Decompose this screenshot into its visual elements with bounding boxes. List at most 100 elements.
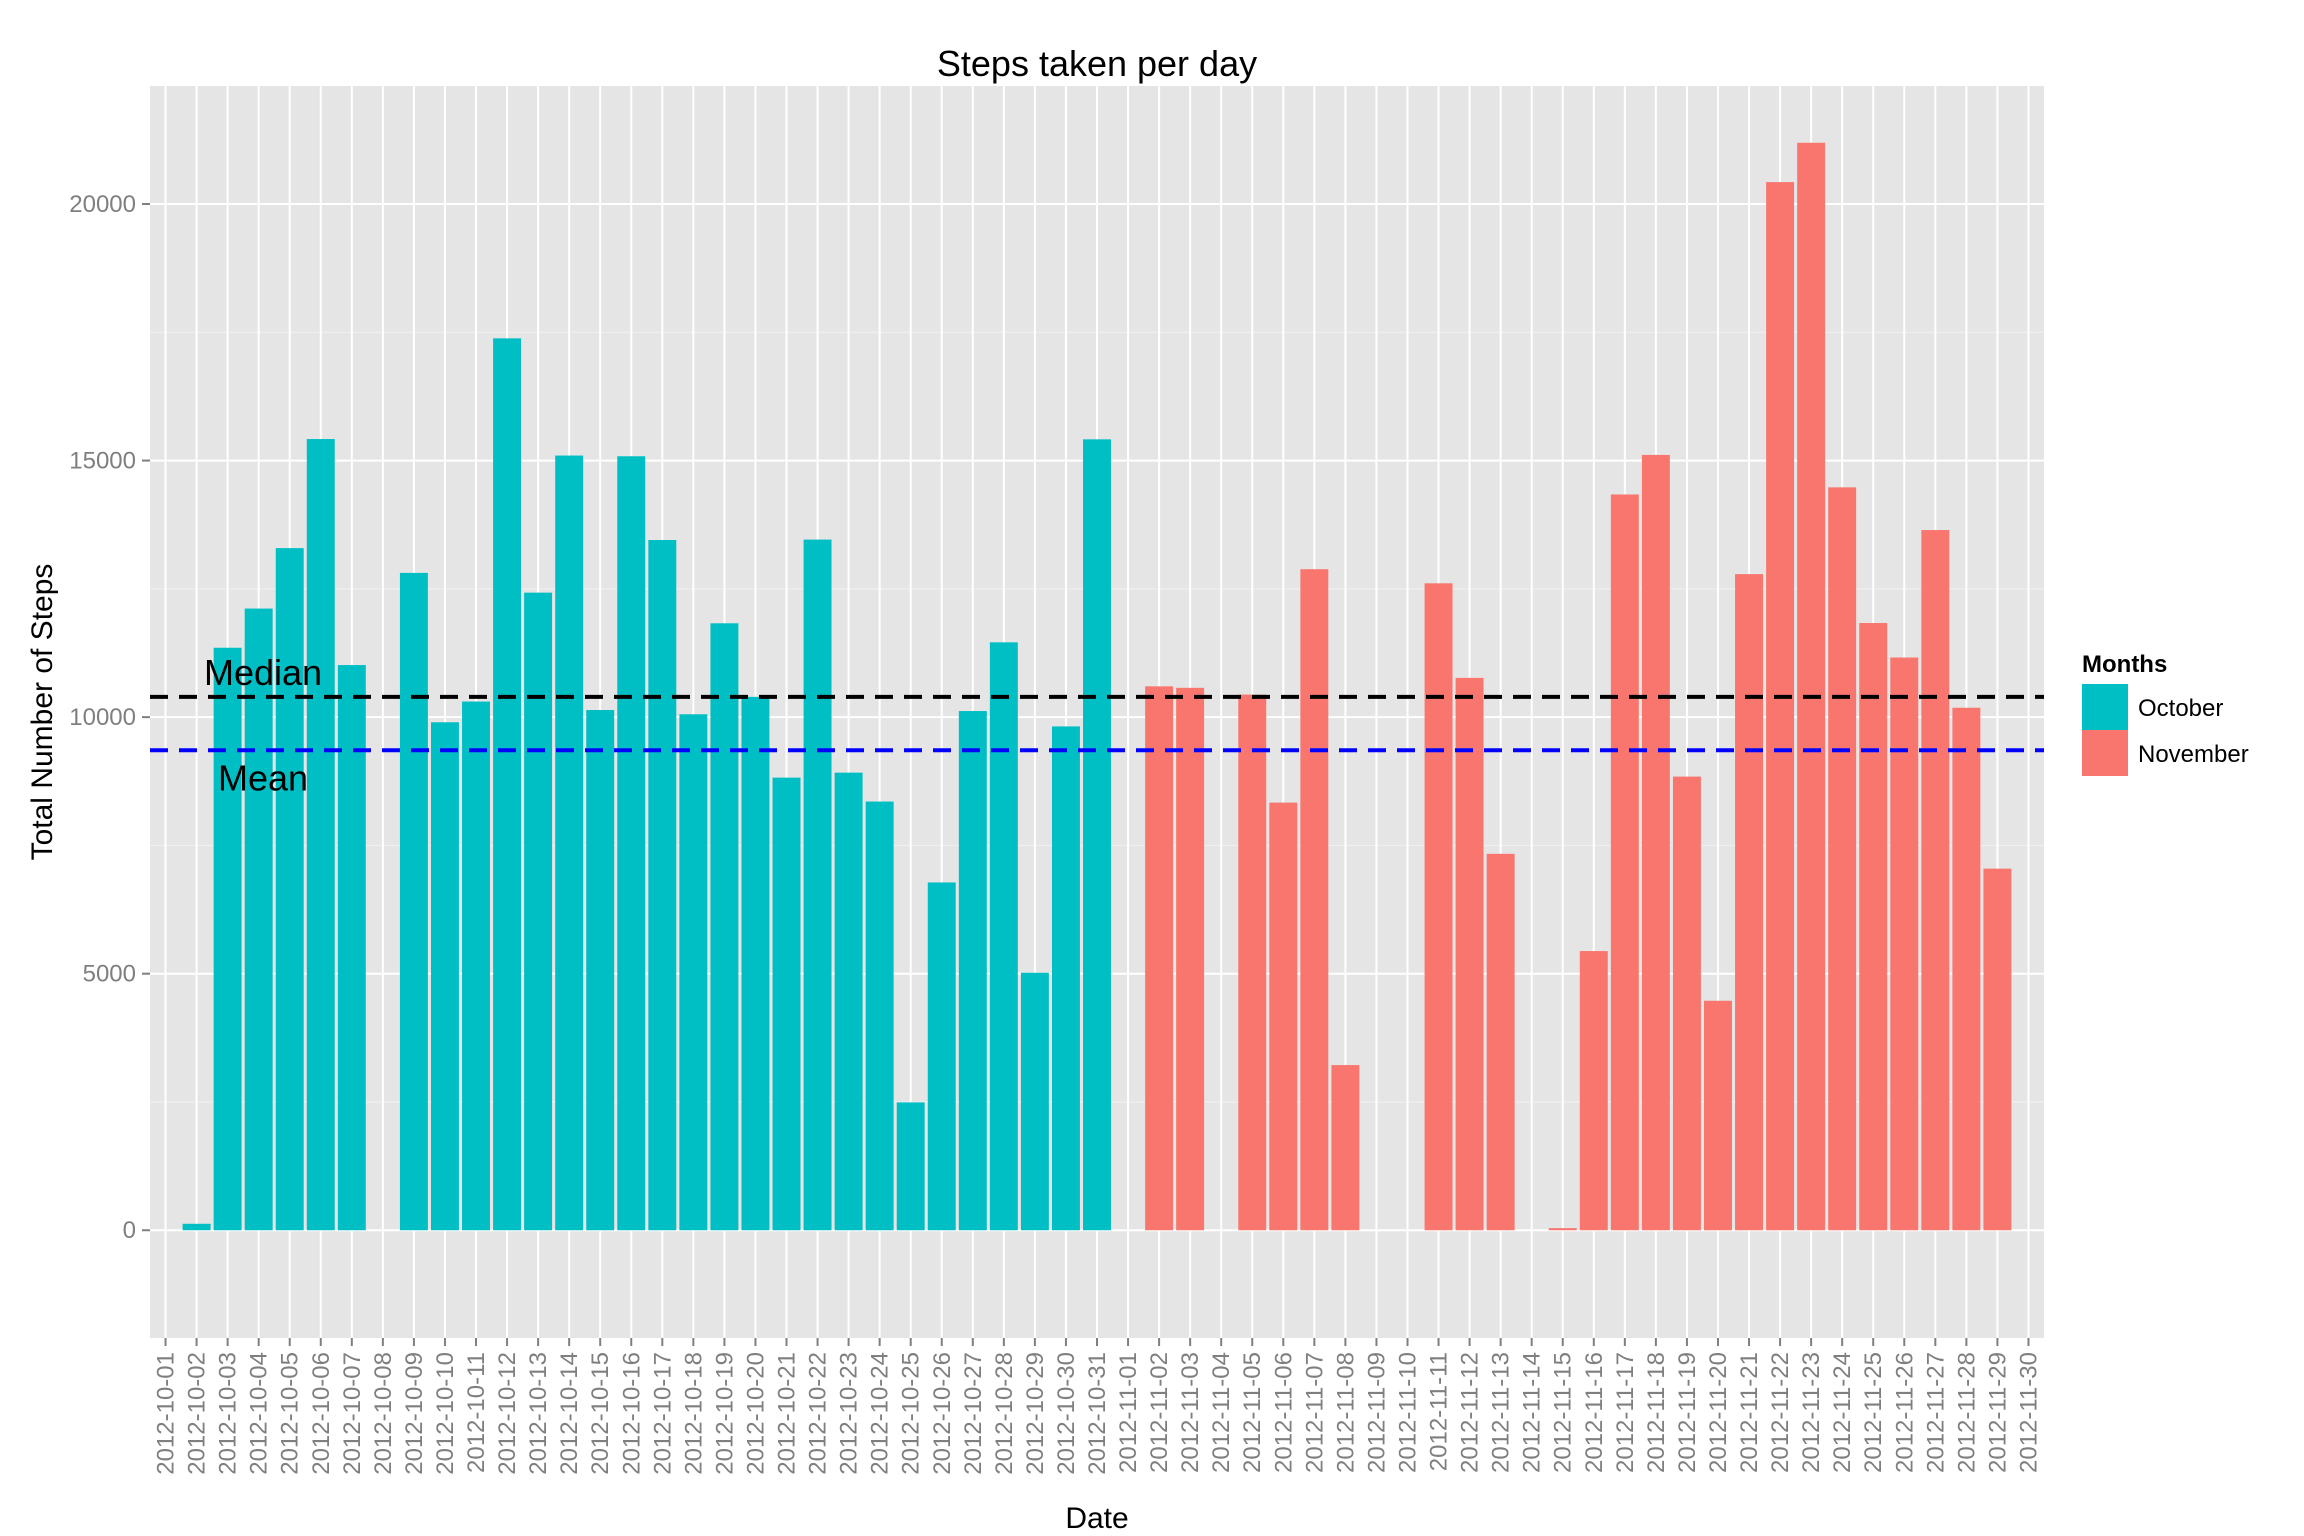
x-tick-label: 2012-11-21 [1736, 1352, 1763, 1473]
bar-2012-10-13 [524, 592, 553, 1231]
bar-2012-11-03 [1176, 687, 1205, 1231]
x-tick-label: 2012-10-20 [742, 1352, 769, 1475]
x-tick-label: 2012-11-30 [2015, 1352, 2042, 1473]
x-tick-label: 2012-10-09 [401, 1352, 428, 1475]
x-tick-label: 2012-10-19 [711, 1352, 738, 1475]
x-tick-label: 2012-11-06 [1270, 1352, 1297, 1473]
x-tick-label: 2012-11-09 [1363, 1352, 1390, 1473]
x-tick-label: 2012-11-07 [1301, 1352, 1328, 1473]
bar-2012-11-26 [1890, 657, 1919, 1231]
bar-2012-11-15 [1548, 1228, 1577, 1231]
x-tick-label: 2012-10-10 [432, 1352, 459, 1475]
bar-2012-11-21 [1735, 574, 1764, 1231]
legend-label-october: October [2138, 695, 2223, 722]
bar-2012-11-05 [1238, 694, 1267, 1231]
x-tick-label: 2012-10-30 [1053, 1352, 1080, 1475]
bar-2012-10-15 [586, 709, 615, 1231]
x-tick-label: 2012-10-11 [463, 1352, 490, 1473]
bar-2012-11-28 [1952, 707, 1981, 1231]
x-tick-label: 2012-11-18 [1643, 1352, 1670, 1473]
bar-2012-10-07 [337, 665, 366, 1231]
reference-lines [150, 694, 2044, 753]
x-tick-label: 2012-10-17 [649, 1352, 676, 1475]
x-tick-label: 2012-11-19 [1674, 1352, 1701, 1473]
bar-2012-10-09 [399, 572, 428, 1231]
legend-key-october [2082, 684, 2128, 730]
bar-2012-11-23 [1797, 142, 1826, 1231]
x-tick-label: 2012-11-10 [1394, 1352, 1421, 1473]
reference-labels: Median Mean [204, 652, 322, 798]
bar-2012-10-14 [555, 455, 584, 1231]
bar-2012-10-29 [1020, 972, 1049, 1231]
x-axis-title: Date [1065, 1502, 1128, 1535]
x-tick-label: 2012-10-15 [587, 1352, 614, 1475]
x-tick-label: 2012-11-02 [1146, 1352, 1173, 1473]
x-tick-label: 2012-11-11 [1426, 1352, 1453, 1471]
bar-2012-11-20 [1704, 1000, 1732, 1231]
y-tick-label: 20000 [69, 191, 136, 218]
bars [182, 142, 2012, 1231]
x-tick-label: 2012-10-01 [153, 1352, 180, 1475]
bar-2012-10-05 [275, 548, 304, 1231]
bar-2012-10-17 [648, 540, 677, 1231]
x-tick-label: 2012-10-12 [494, 1352, 521, 1475]
bar-2012-10-27 [958, 711, 987, 1231]
bar-2012-10-21 [772, 777, 801, 1231]
bar-2012-11-19 [1672, 776, 1701, 1231]
legend-title: Months [2082, 651, 2167, 678]
x-tick-label: 2012-11-04 [1208, 1352, 1235, 1473]
x-tick-label: 2012-10-21 [774, 1352, 801, 1475]
x-tick-label: 2012-10-05 [277, 1352, 304, 1475]
bar-2012-10-02 [182, 1223, 211, 1231]
x-tick-label: 2012-11-15 [1550, 1352, 1577, 1473]
x-tick-label: 2012-11-05 [1239, 1352, 1266, 1473]
x-tick-label: 2012-10-29 [1022, 1352, 1049, 1475]
bar-2012-10-11 [462, 701, 490, 1231]
bar-2012-11-02 [1145, 686, 1174, 1231]
bar-2012-10-12 [493, 338, 522, 1231]
bar-2012-10-03 [213, 647, 242, 1231]
x-tick-label: 2012-11-29 [1984, 1352, 2011, 1473]
x-tick-label: 2012-11-23 [1798, 1352, 1825, 1473]
x-tick-label: 2012-11-08 [1332, 1352, 1359, 1473]
x-tick-label: 2012-11-26 [1891, 1352, 1918, 1473]
bar-2012-10-06 [306, 439, 335, 1231]
x-tick-label: 2012-11-03 [1177, 1352, 1204, 1473]
bar-2012-10-31 [1083, 439, 1111, 1231]
x-tick-label: 2012-11-13 [1488, 1352, 1515, 1473]
mean-label: Mean [218, 757, 308, 798]
x-tick-label: 2012-10-18 [680, 1352, 707, 1475]
x-tick-label: 2012-11-24 [1829, 1352, 1856, 1473]
x-tick-label: 2012-10-23 [836, 1352, 863, 1475]
bar-2012-11-22 [1766, 182, 1795, 1231]
legend-key-november [2082, 730, 2128, 776]
x-axis: 2012-10-01 2012-10-02 2012-10-03 2012-10-04… [153, 1338, 2042, 1475]
bar-2012-11-25 [1859, 623, 1888, 1231]
bar-2012-10-16 [617, 456, 646, 1231]
x-tick-label: 2012-10-13 [525, 1352, 552, 1475]
x-tick-label: 2012-10-03 [215, 1352, 242, 1475]
x-tick-label: 2012-10-08 [370, 1352, 397, 1475]
y-axis-title: Total Number of Steps [26, 564, 59, 861]
bar-2012-10-30 [1051, 726, 1080, 1231]
x-tick-label: 2012-11-20 [1705, 1352, 1732, 1473]
bar-2012-11-16 [1579, 951, 1608, 1231]
x-tick-label: 2012-11-22 [1767, 1352, 1794, 1473]
bar-2012-10-28 [989, 642, 1018, 1231]
legend: Months October November [2082, 651, 2249, 776]
bar-2012-11-08 [1331, 1065, 1360, 1231]
bar-2012-10-23 [834, 772, 863, 1231]
x-tick-label: 2012-11-01 [1115, 1352, 1142, 1473]
legend-label-november: November [2138, 741, 2249, 768]
y-tick-label: 5000 [83, 961, 136, 988]
x-tick-label: 2012-10-04 [246, 1352, 273, 1475]
chart-title: Steps taken per day [937, 43, 1257, 84]
x-tick-label: 2012-10-14 [556, 1352, 583, 1475]
bar-2012-11-27 [1921, 530, 1950, 1231]
x-tick-label: 2012-10-25 [898, 1352, 925, 1475]
bar-2012-11-12 [1455, 677, 1484, 1231]
x-tick-label: 2012-10-07 [339, 1352, 366, 1475]
bar-2012-11-29 [1983, 868, 2012, 1231]
x-tick-label: 2012-10-06 [308, 1352, 335, 1475]
x-tick-label: 2012-11-17 [1612, 1352, 1639, 1473]
